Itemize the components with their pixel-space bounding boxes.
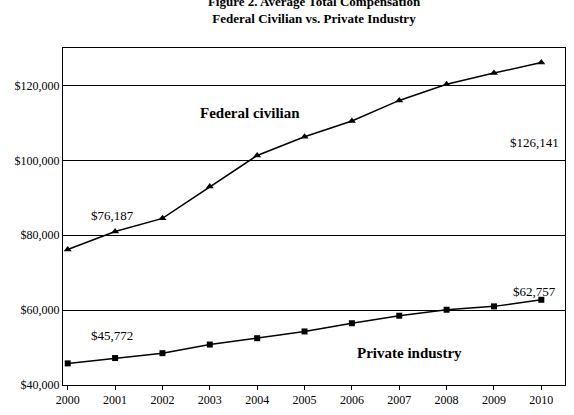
svg-text:2006: 2006 [340, 393, 364, 407]
svg-text:2004: 2004 [245, 393, 269, 407]
svg-text:$126,141: $126,141 [510, 135, 559, 150]
svg-text:$62,757: $62,757 [513, 284, 556, 299]
svg-text:2000: 2000 [56, 393, 80, 407]
svg-text:Private industry: Private industry [357, 345, 462, 361]
svg-text:2002: 2002 [150, 393, 174, 407]
svg-text:2007: 2007 [387, 393, 411, 407]
svg-text:$60,000: $60,000 [21, 303, 60, 317]
svg-text:2003: 2003 [198, 393, 222, 407]
svg-text:$120,000: $120,000 [15, 79, 60, 93]
svg-text:$80,000: $80,000 [21, 228, 60, 242]
svg-text:2008: 2008 [435, 393, 459, 407]
svg-text:$100,000: $100,000 [15, 154, 60, 168]
svg-text:$40,000: $40,000 [21, 378, 60, 392]
svg-text:2009: 2009 [482, 393, 506, 407]
svg-text:Figure 2. Average Total Compen: Figure 2. Average Total CompensationFede… [208, 0, 421, 26]
svg-text:2001: 2001 [103, 393, 127, 407]
svg-text:$76,187: $76,187 [91, 208, 134, 223]
svg-text:$45,772: $45,772 [91, 328, 133, 343]
svg-text:Federal civilian: Federal civilian [200, 105, 300, 121]
svg-text:2005: 2005 [293, 393, 317, 407]
svg-text:2010: 2010 [529, 393, 553, 407]
